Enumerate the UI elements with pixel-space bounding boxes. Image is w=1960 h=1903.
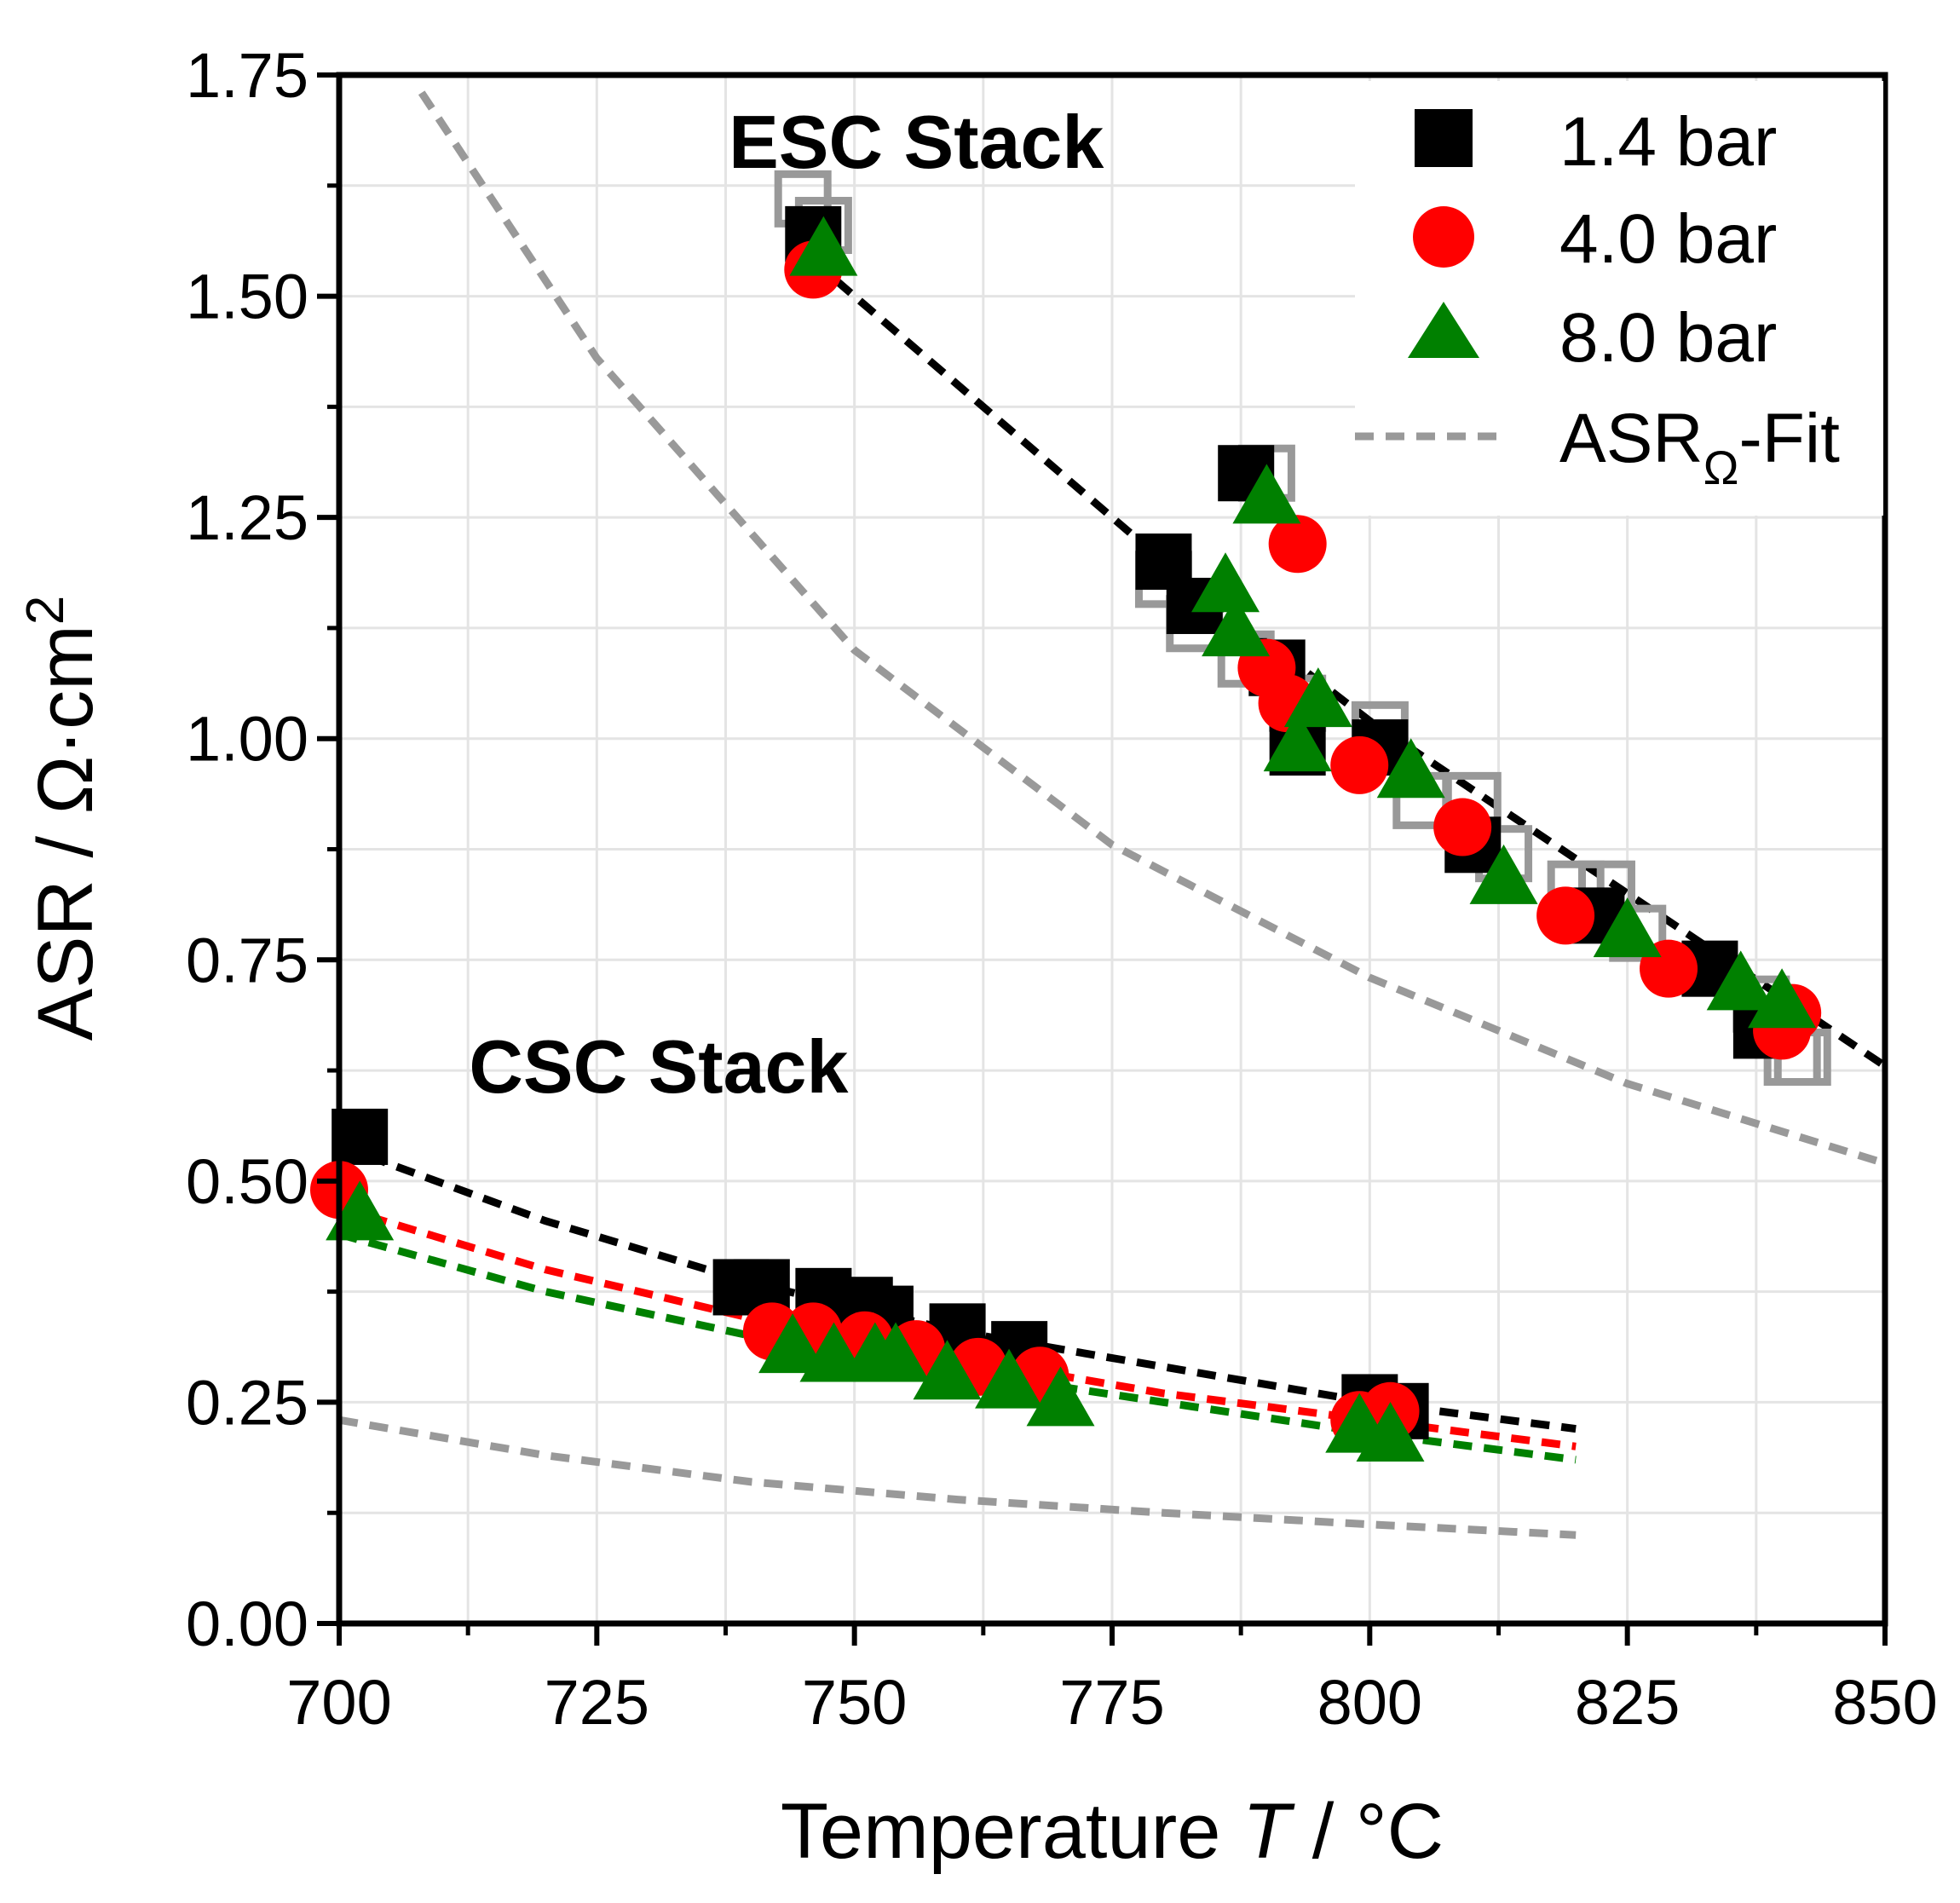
x-tick-label: 825 (1575, 1667, 1680, 1738)
y-tick-label: 0.25 (186, 1367, 308, 1438)
legend-fit-subscript: Ω (1703, 441, 1739, 494)
legend-marker-circle (1413, 206, 1474, 268)
data-point-2-5 (1433, 798, 1492, 856)
x-axis-title-variable: T (1242, 1788, 1295, 1875)
legend-label-asr-fit: ASRΩ-Fit (1559, 400, 1840, 494)
y-tick-label: 1.25 (186, 482, 308, 553)
data-point-6-9 (1356, 1401, 1425, 1462)
y-tick-label: 0.00 (186, 1589, 308, 1659)
data-point-6-5 (913, 1340, 982, 1400)
data-point-6-0 (326, 1180, 395, 1241)
y-axis-title-superscript: 2 (16, 596, 75, 625)
y-tick-label: 0.50 (186, 1146, 308, 1217)
csc-stack-label: CSC Stack (469, 1024, 849, 1109)
legend-label-1-4-bar: 1.4 bar (1559, 103, 1777, 181)
esc-stack-label: ESC Stack (729, 100, 1104, 184)
data-point-3-0 (789, 216, 858, 276)
data-point-3-1 (1232, 464, 1301, 524)
data-point-3-4 (1283, 667, 1352, 728)
x-axis-title-unit: / °C (1290, 1788, 1444, 1875)
legend-fit-main: ASR (1559, 400, 1703, 477)
y-axis-title-main: ASR / Ω·cm (22, 625, 109, 1041)
data-point-3-5 (1263, 712, 1332, 772)
y-tick-label: 0.75 (186, 925, 308, 995)
data-point-3-3 (1202, 597, 1271, 657)
data-point-3-7 (1469, 844, 1538, 904)
data-point-2-4 (1330, 735, 1389, 794)
x-tick-label: 775 (1059, 1667, 1164, 1738)
x-axis-title: Temperature T / °C (781, 1788, 1444, 1875)
y-tick-label: 1.75 (186, 40, 308, 111)
y-tick-label: 1.00 (186, 704, 308, 775)
data-point-6-4 (862, 1322, 931, 1382)
axes: 700 725 750 775 800 825 850 0.00 0.25 0.50 0.75 1.0… (186, 40, 1938, 1738)
x-tick-label: 800 (1317, 1667, 1422, 1738)
data-point-3-8 (1593, 897, 1662, 958)
x-tick-label: 700 (286, 1667, 391, 1738)
y-axis-title: ASR / Ω·cm2 (16, 596, 109, 1041)
fit-line-4 (418, 90, 1887, 1168)
data-points (310, 170, 1831, 1462)
data-point-3-6 (1376, 738, 1445, 799)
data-point-6-7 (1026, 1366, 1095, 1427)
fit-line-5 (338, 1416, 1577, 1539)
x-tick-label: 850 (1832, 1667, 1937, 1738)
x-axis-title-main: Temperature (781, 1788, 1242, 1875)
legend-label-8-0-bar: 8.0 bar (1559, 299, 1777, 377)
data-point-6-1 (758, 1313, 827, 1374)
y-tick-label: 1.50 (186, 262, 308, 332)
legend-label-4-0-bar: 4.0 bar (1559, 200, 1777, 278)
legend-marker-triangle (1408, 302, 1479, 358)
x-tick-label: 725 (545, 1667, 649, 1738)
data-point-2-1 (1268, 515, 1327, 574)
data-point-3-10 (1748, 968, 1817, 1029)
legend: 1.4 bar 4.0 bar 8.0 bar ASRΩ-Fit (1355, 81, 1883, 516)
data-point-2-6 (1536, 886, 1595, 945)
legend-fit-tail: -Fit (1738, 400, 1840, 477)
data-point-6-6 (975, 1348, 1044, 1409)
data-point-3-2 (1191, 552, 1260, 613)
legend-marker-square (1415, 109, 1473, 167)
x-tick-label: 750 (802, 1667, 907, 1738)
data-point-3-9 (1706, 950, 1775, 1011)
